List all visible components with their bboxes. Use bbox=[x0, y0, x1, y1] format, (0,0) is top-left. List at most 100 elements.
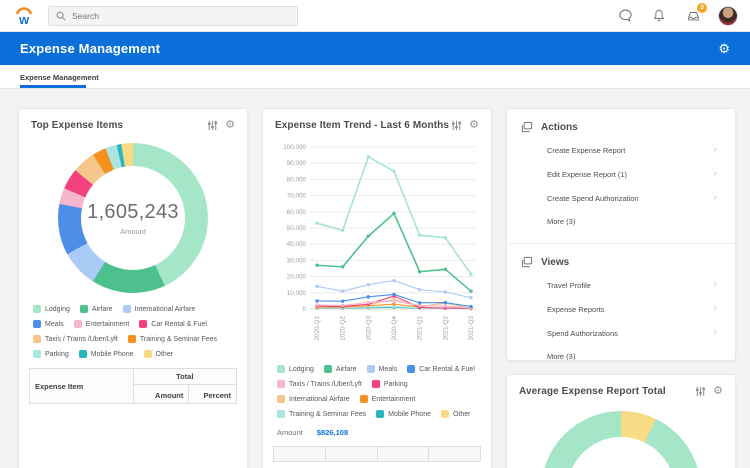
chat-icon[interactable] bbox=[616, 7, 634, 25]
legend-item[interactable]: Lodging bbox=[33, 305, 70, 313]
card-title: Average Expense Report Total bbox=[519, 386, 695, 397]
legend-item[interactable]: Airfare bbox=[324, 365, 357, 373]
svg-text:2021-Q3: 2021-Q3 bbox=[468, 316, 475, 341]
legend-item[interactable]: Training & Seminar Fees bbox=[128, 335, 217, 343]
table-cell bbox=[274, 447, 326, 461]
legend-item[interactable]: Entertainment bbox=[360, 395, 416, 403]
legend-label: Meals bbox=[379, 366, 398, 373]
legend-swatch bbox=[79, 350, 87, 358]
legend-item[interactable]: Taxis / Trains /Uber/Lyft bbox=[33, 335, 118, 343]
page-header: Expense Management ⚙ bbox=[0, 32, 750, 65]
svg-text:0: 0 bbox=[302, 306, 306, 313]
profile-avatar[interactable] bbox=[718, 6, 738, 26]
col-amount: Amount bbox=[133, 385, 189, 404]
card-settings-gear-icon[interactable]: ⚙ bbox=[469, 120, 479, 131]
card-settings-gear-icon[interactable]: ⚙ bbox=[225, 120, 235, 131]
legend-label: Other bbox=[453, 411, 471, 418]
menu-item-more-3[interactable]: More (3) bbox=[521, 210, 721, 233]
menu-item-expense-reports[interactable]: Expense Reports› bbox=[521, 297, 721, 321]
legend-item[interactable]: International Airfare bbox=[123, 305, 196, 313]
filter-sliders-icon[interactable] bbox=[207, 120, 218, 131]
legend-label: Taxis / Trains /Uber/Lyft bbox=[289, 381, 362, 388]
legend-label: Car Rental & Fuel bbox=[151, 321, 207, 328]
menu-item-spend-authorizations[interactable]: Spend Authorizations› bbox=[521, 321, 721, 345]
average-donut-chart[interactable] bbox=[541, 411, 701, 468]
legend-item[interactable]: Lodging bbox=[277, 365, 314, 373]
legend-item[interactable]: Parking bbox=[372, 380, 408, 388]
legend-item[interactable]: Parking bbox=[33, 350, 69, 358]
legend-swatch bbox=[277, 395, 285, 403]
legend-swatch bbox=[407, 365, 415, 373]
legend-label: Lodging bbox=[289, 366, 314, 373]
chevron-right-icon: › bbox=[714, 304, 717, 314]
filter-sliders-icon[interactable] bbox=[695, 386, 706, 397]
chevron-right-icon: › bbox=[714, 280, 717, 290]
table-cell bbox=[429, 447, 480, 461]
inbox-icon[interactable]: 3 bbox=[684, 7, 702, 25]
legend-item[interactable]: Meals bbox=[367, 365, 398, 373]
card-average-expense-report-total: Average Expense Report Total ⚙ bbox=[506, 374, 736, 468]
legend-item[interactable]: Car Rental & Fuel bbox=[407, 365, 475, 373]
legend-swatch bbox=[441, 410, 449, 418]
legend-item[interactable]: Taxis / Trains /Uber/Lyft bbox=[277, 380, 362, 388]
section-title: Views bbox=[541, 257, 569, 268]
legend-item[interactable]: Mobile Phone bbox=[79, 350, 134, 358]
trend-line-chart[interactable]: 010,00020,00030,00040,00050,00060,00070,… bbox=[268, 139, 486, 361]
top-expense-donut-chart[interactable]: 1,605,243 Amount bbox=[58, 143, 208, 293]
menu-item-create-expense-report[interactable]: Create Expense Report› bbox=[521, 138, 721, 162]
page-settings-gear-icon[interactable]: ⚙ bbox=[718, 42, 730, 55]
legend-swatch bbox=[360, 395, 368, 403]
card-top-expense-items: Top Expense Items ⚙ 1,605,243 Amount Lod… bbox=[18, 108, 248, 468]
table-cell bbox=[378, 447, 430, 461]
legend-swatch bbox=[80, 305, 88, 313]
menu-item-edit-expense-report-1[interactable]: Edit Expense Report (1)› bbox=[521, 162, 721, 186]
legend-item[interactable]: Airfare bbox=[80, 305, 113, 313]
menu-item-label: Create Expense Report bbox=[547, 146, 625, 155]
svg-text:90,000: 90,000 bbox=[287, 160, 307, 167]
topbar: w 3 bbox=[0, 0, 750, 32]
trend-amount-value[interactable]: $826,108 bbox=[317, 428, 348, 437]
legend-item[interactable]: Training & Seminar Fees bbox=[277, 410, 366, 418]
legend-label: International Airfare bbox=[135, 306, 196, 313]
card-settings-gear-icon[interactable]: ⚙ bbox=[713, 386, 723, 397]
legend-label: Lodging bbox=[45, 306, 70, 313]
menu-item-label: Travel Profile bbox=[547, 281, 591, 290]
legend-item[interactable]: Entertainment bbox=[74, 320, 130, 328]
svg-text:80,000: 80,000 bbox=[287, 176, 307, 183]
legend-item[interactable]: Mobile Phone bbox=[376, 410, 431, 418]
card-expense-item-trend: Expense Item Trend - Last 6 Months ⚙ 010… bbox=[262, 108, 492, 468]
legend-item[interactable]: Other bbox=[441, 410, 471, 418]
svg-text:2021-Q1: 2021-Q1 bbox=[417, 316, 424, 341]
svg-text:2020-Q4: 2020-Q4 bbox=[391, 316, 398, 341]
legend-item[interactable]: Car Rental & Fuel bbox=[139, 320, 207, 328]
workday-logo-icon[interactable]: w bbox=[12, 4, 36, 28]
search-input[interactable] bbox=[72, 11, 290, 21]
filter-sliders-icon[interactable] bbox=[451, 120, 462, 131]
legend-label: Other bbox=[156, 351, 174, 358]
legend-label: Mobile Phone bbox=[388, 411, 431, 418]
legend-swatch bbox=[144, 350, 152, 358]
search-bar[interactable] bbox=[48, 6, 298, 26]
legend-item[interactable]: Other bbox=[144, 350, 174, 358]
svg-text:40,000: 40,000 bbox=[287, 241, 307, 248]
svg-text:2021-Q2: 2021-Q2 bbox=[442, 316, 449, 341]
trend-amount-label: Amount bbox=[277, 428, 303, 437]
legend-label: Parking bbox=[45, 351, 69, 358]
menu-item-more-3[interactable]: More (3) bbox=[521, 345, 721, 361]
svg-text:50,000: 50,000 bbox=[287, 225, 307, 232]
menu-item-travel-profile[interactable]: Travel Profile › bbox=[521, 273, 721, 297]
legend-label: International Airfare bbox=[289, 396, 350, 403]
legend-swatch bbox=[33, 305, 41, 313]
legend-label: Parking bbox=[384, 381, 408, 388]
legend-item[interactable]: International Airfare bbox=[277, 395, 350, 403]
tab-strip: Expense Management bbox=[0, 65, 750, 89]
legend-item[interactable]: Meals bbox=[33, 320, 64, 328]
notifications-bell-icon[interactable] bbox=[650, 7, 668, 25]
menu-item-create-spend-authorization[interactable]: Create Spend Authorization› bbox=[521, 186, 721, 210]
legend-swatch bbox=[33, 335, 41, 343]
svg-text:20,000: 20,000 bbox=[287, 274, 307, 281]
card-actions-views: ActionsCreate Expense Report›Edit Expens… bbox=[506, 108, 736, 361]
top-expense-table: Expense Item Total Amount Percent bbox=[29, 368, 237, 404]
svg-text:30,000: 30,000 bbox=[287, 257, 307, 264]
legend-swatch bbox=[324, 365, 332, 373]
